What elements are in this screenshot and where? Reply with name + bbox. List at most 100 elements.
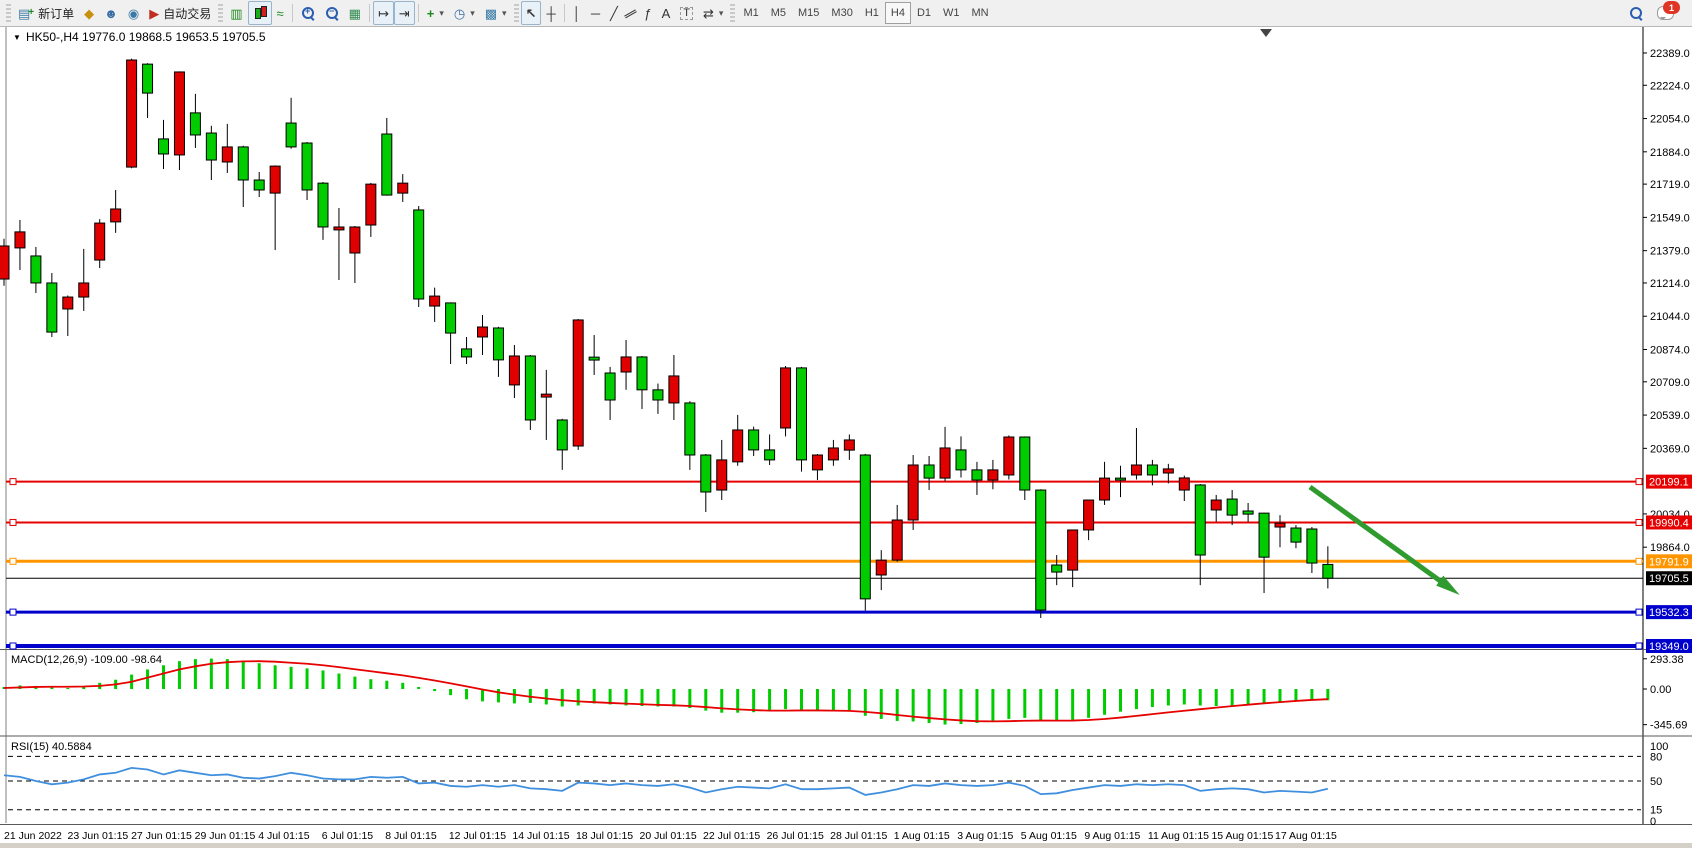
- candle: [158, 138, 169, 155]
- autoscroll-icon: ↦: [377, 5, 389, 21]
- arrows-button[interactable]: ⇄ ▾: [698, 1, 728, 25]
- vertical-line-button[interactable]: │: [568, 1, 586, 25]
- chart-shift-marker[interactable]: [1260, 29, 1272, 37]
- zoom-in-button[interactable]: +: [296, 1, 320, 25]
- cursor-button[interactable]: ↖: [520, 1, 542, 25]
- hline-handle[interactable]: [9, 478, 17, 486]
- price-tick-label: 21044.0: [1650, 311, 1690, 323]
- toolbar-grip[interactable]: [730, 4, 736, 22]
- signals-button[interactable]: ◉: [123, 1, 144, 25]
- chart-shift-button[interactable]: ⇥: [393, 1, 415, 25]
- trendline-button[interactable]: ╱: [605, 1, 623, 25]
- search-icon[interactable]: [1629, 6, 1643, 20]
- date-label: 29 Jun 01:15: [195, 830, 256, 842]
- candle: [859, 454, 871, 600]
- candle: [1099, 477, 1111, 501]
- hline-handle[interactable]: [1635, 478, 1643, 486]
- tf-m1-button[interactable]: M1: [743, 7, 759, 19]
- periods-button[interactable]: ◷ ▾: [449, 1, 480, 25]
- toolbar-grip[interactable]: [6, 4, 11, 22]
- tf-m30-button[interactable]: M30: [831, 7, 853, 19]
- price-badge-label: 19532.3: [1649, 607, 1689, 619]
- price-badge: [1646, 554, 1692, 569]
- hline-handle[interactable]: [1635, 608, 1643, 616]
- candle: [1194, 484, 1206, 556]
- date-label: 9 Aug 01:15: [1084, 830, 1140, 842]
- hline-handle[interactable]: [9, 518, 17, 526]
- notification-badge: 1: [1663, 1, 1680, 14]
- tf-w1-button[interactable]: W1: [943, 7, 960, 19]
- autotrading-icon: ▶: [149, 5, 160, 21]
- new-order-button[interactable]: ▤ + 新订单: [13, 1, 79, 25]
- community-button[interactable]: ☻: [99, 1, 123, 25]
- fibonacci-button[interactable]: ƒ: [639, 1, 656, 25]
- candle: [253, 179, 265, 191]
- tf-m5-button[interactable]: M5: [770, 7, 787, 19]
- new-order-plus-icon: +: [28, 7, 35, 18]
- toolbar-grip[interactable]: [513, 4, 519, 22]
- tf-h1-button[interactable]: H1: [864, 7, 879, 19]
- chart-canvas[interactable]: 22389.0 22224.0 22054.0 21884.0 21719.0 21549…: [0, 27, 1692, 848]
- hline-handle[interactable]: [9, 642, 17, 650]
- candlestick-chart-button[interactable]: [247, 1, 272, 25]
- dropdown-arrow-icon: ▾: [718, 7, 724, 18]
- chat-icon[interactable]: 1: [1657, 1, 1680, 20]
- candle: [1083, 499, 1095, 531]
- macd-scale-label: -345.69: [1650, 720, 1687, 732]
- price-badge-label: 19791.9: [1649, 556, 1689, 568]
- channel-button[interactable]: ∥: [623, 1, 640, 25]
- trend-arrow-head[interactable]: [1436, 575, 1460, 596]
- ohlc-collapse-icon: ▼: [13, 33, 21, 42]
- text-button[interactable]: A: [657, 1, 676, 25]
- candle: [700, 454, 712, 493]
- tf-m15-button[interactable]: M15: [798, 7, 820, 19]
- price-badge: [1646, 515, 1692, 530]
- toolbar-grip[interactable]: [218, 4, 224, 22]
- rsi-scale-label: 100: [1650, 741, 1668, 753]
- date-label: 11 Aug 01:15: [1148, 830, 1209, 842]
- hline-handle[interactable]: [1635, 518, 1643, 526]
- macd-label: MACD(12,26,9) -109.00 -98.64: [11, 654, 162, 666]
- macd-scale-label: 0.00: [1650, 684, 1671, 696]
- templates-button[interactable]: ▩ ▾: [480, 1, 512, 25]
- candle: [684, 402, 696, 456]
- zoom-out-icon: −: [325, 6, 339, 20]
- autoscroll-button[interactable]: ↦: [372, 1, 394, 25]
- price-tick-label: 21719.0: [1650, 179, 1690, 191]
- candle: [46, 282, 58, 333]
- rsi-label: RSI(15) 40.5884: [11, 741, 92, 753]
- trend-arrow[interactable]: [1308, 484, 1452, 591]
- crosshair-button[interactable]: ┼: [541, 1, 560, 25]
- line-chart-button[interactable]: ≈: [272, 1, 289, 25]
- date-label: 3 Aug 01:15: [957, 830, 1013, 842]
- indicators-button[interactable]: + ▾: [422, 1, 449, 25]
- horizontal-line-button[interactable]: ─: [586, 1, 605, 25]
- rsi-scale-label: 15: [1650, 805, 1662, 817]
- tile-windows-button[interactable]: ▦: [344, 1, 366, 25]
- hline-handle[interactable]: [9, 608, 17, 616]
- price-badge-label: 20199.1: [1649, 477, 1689, 489]
- chart-title: HK50-,H4 19776.0 19868.5 19653.5 19705.5: [26, 30, 266, 44]
- candle: [237, 146, 249, 181]
- text-label-button[interactable]: T: [675, 1, 698, 25]
- candle: [1210, 499, 1222, 511]
- bar-chart-button[interactable]: ▥: [225, 1, 247, 25]
- candle: [62, 296, 74, 310]
- candle: [780, 367, 792, 429]
- date-label: 26 Jul 01:15: [767, 830, 824, 842]
- candle: [987, 469, 999, 481]
- autotrading-button[interactable]: ▶ 自动交易: [144, 1, 216, 25]
- mql5-button[interactable]: ◆: [79, 1, 99, 25]
- hline-handle[interactable]: [1635, 642, 1643, 650]
- candle: [1162, 468, 1174, 474]
- candle: [668, 375, 680, 404]
- tf-mn-button[interactable]: MN: [971, 7, 989, 19]
- candle: [636, 356, 648, 391]
- hline-handle[interactable]: [1635, 557, 1643, 565]
- zoom-out-button[interactable]: −: [320, 1, 344, 25]
- price-tick-label: 20709.0: [1650, 377, 1690, 389]
- hline-handle[interactable]: [9, 557, 17, 565]
- tf-d1-button[interactable]: D1: [916, 7, 932, 19]
- autotrading-label: 自动交易: [163, 6, 212, 21]
- tf-h4-button[interactable]: H4: [884, 2, 911, 24]
